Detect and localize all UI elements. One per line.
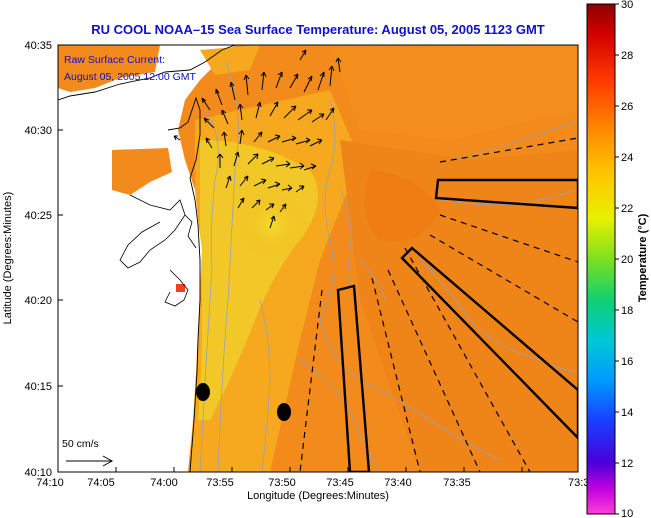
x-tick-label: 73:35 [443,477,471,489]
y-tick-label: 40:30 [24,125,52,137]
y-axis-label: Latitude (Degrees:Minutes) [2,192,14,325]
colorbar-tick-label: 24 [621,152,633,164]
y-tick-label: 40:20 [24,295,52,307]
colorbar-tick-label: 30 [621,0,633,11]
x-tick-label: 73:45 [326,477,354,489]
x-axis-label: Longitude (Degrees:Minutes) [247,490,389,502]
sst-warm-patch-north [330,45,578,140]
radar-sector-dashed-lines [299,137,578,472]
x-tick-label: 74:05 [87,477,115,489]
map-frame [57,44,579,473]
colorbar-tick-label: 22 [621,203,633,215]
sst-pixel-river [176,284,185,292]
shoreline-inner-bay [119,194,186,269]
current-vectors [173,49,342,229]
radar-site-marker [196,383,210,401]
sst-map [58,45,578,472]
sst-yellow-core [234,190,310,260]
colorbar-tick-label: 16 [621,356,633,368]
radar-beam-south [336,284,371,472]
sst-pixels-raritan [200,45,260,75]
x-tick-label: 73:3 [568,477,589,489]
shoreline-sandy-hook [167,96,201,472]
shoreline-shrewsbury [164,269,189,307]
scale-arrow-head [102,455,114,467]
y-axis: 40:35 40:30 40:25 40:20 40:15 40:10 Lati… [2,40,63,479]
x-tick-label: 73:55 [206,477,234,489]
annotation-line-2: August 05, 2005 12:00 GMT [64,71,197,83]
colorbar-tick-label: 10 [621,508,633,518]
x-tick-label: 74:10 [36,477,64,489]
colorbar-tick-label: 20 [621,254,633,266]
x-axis: 74:10 74:05 74:00 73:55 73:50 73:45 73:4… [36,467,589,502]
y-tick-label: 40:25 [24,210,52,222]
x-tick-label: 73:50 [268,477,296,489]
y-tick-label: 40:10 [24,467,52,479]
y-tick-label: 40:35 [24,40,52,52]
figure-title: RU COOL NOAA–15 Sea Surface Temperature:… [91,22,545,37]
shoreline-navesink [184,214,197,249]
radar-beam-east [434,178,578,210]
x-tick-label: 73:40 [384,477,412,489]
radar-beam-southeast [400,246,578,440]
colorbar-gradient [586,3,616,515]
sst-pixels-bay-west [112,148,172,195]
scale-label: 50 cm/s [62,438,99,450]
annotation-line-1: Raw Surface Current: [64,54,165,66]
bathymetry-contours [199,59,578,472]
colorbar-title: Temperature (°C) [637,213,649,302]
sst-warm-offshore-patch [364,170,440,242]
shoreline-north [58,45,236,101]
buoy-marker [277,403,291,421]
colorbar-tick-label: 28 [621,50,633,62]
colorbar: 30 28 26 24 22 20 18 16 14 12 10 Tempera… [586,0,649,518]
colorbar-tick-label: 18 [621,305,633,317]
x-tick-label: 74:00 [150,477,178,489]
land-nj-coast [58,45,235,472]
sst-pixels-north-bay [58,45,160,92]
y-tick-label: 40:15 [24,381,52,393]
colorbar-tick-label: 26 [621,101,633,113]
colorbar-tick-label: 14 [621,407,633,419]
colorbar-tick-label: 12 [621,458,633,470]
